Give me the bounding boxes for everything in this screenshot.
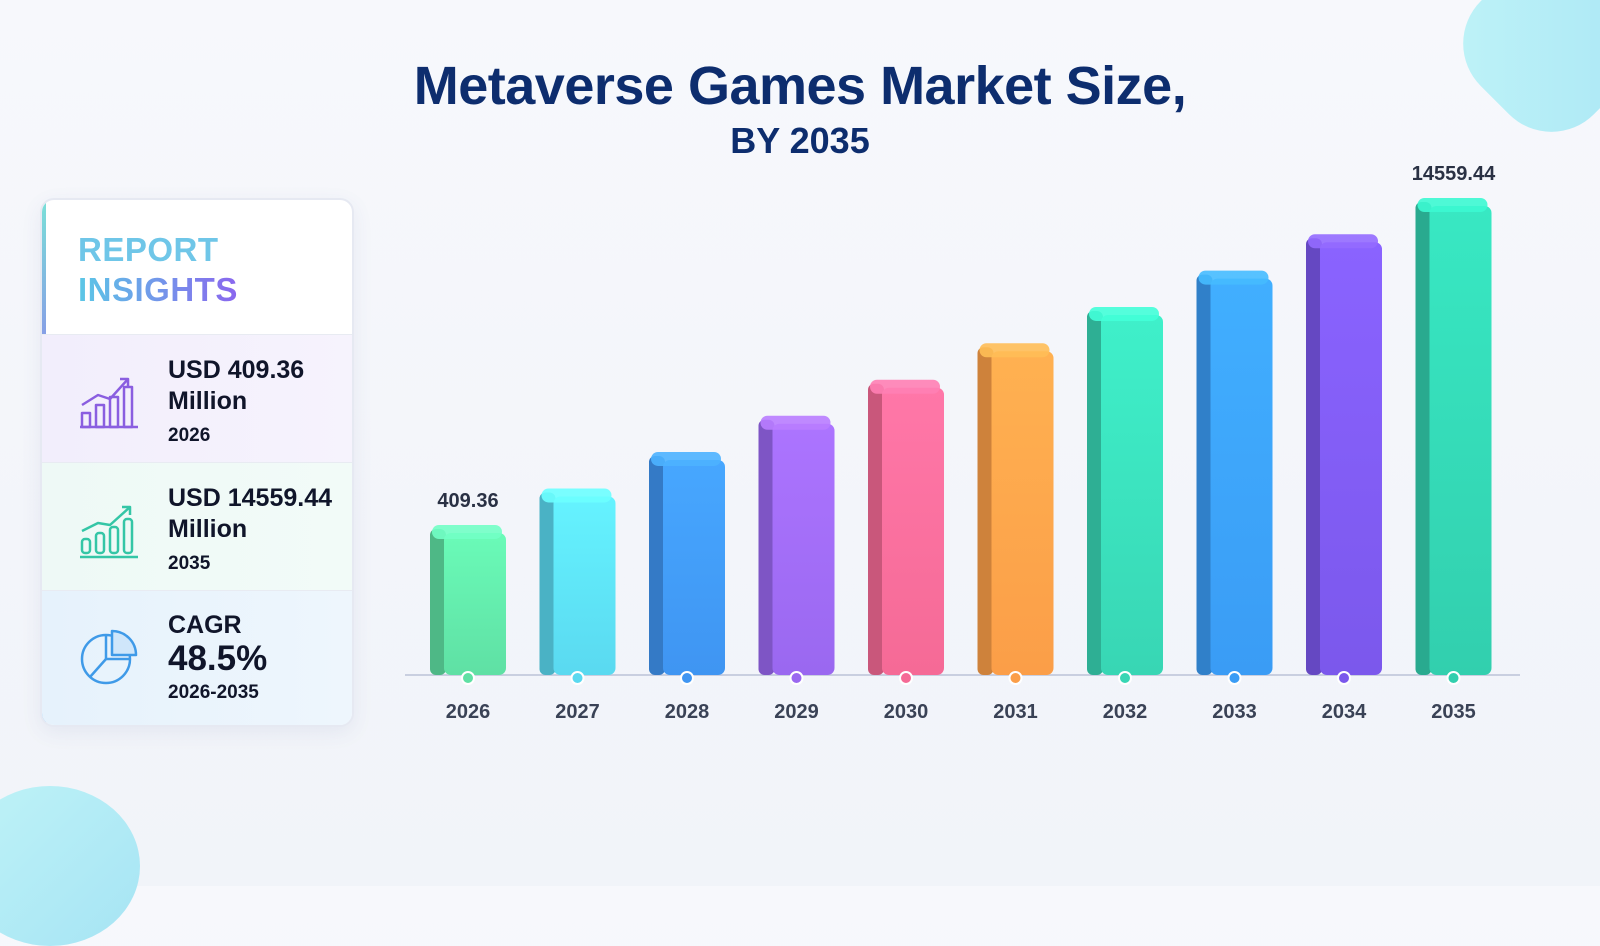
bar-face-2030 [882, 387, 944, 675]
axis-dot-2026 [461, 671, 475, 685]
axis-dot-2027 [570, 671, 585, 685]
heading-line-1: REPORT [78, 231, 219, 268]
stat-end-value: USD 14559.44 Million 2035 [42, 462, 352, 591]
bar-2031 [977, 343, 1054, 675]
bar-face-2028 [663, 459, 725, 675]
bar-top-2032 [1089, 306, 1159, 321]
decorative-blob-bottom-left [0, 786, 140, 946]
bar-2032 [1087, 306, 1163, 675]
x-tick-label: 2028 [665, 701, 710, 723]
bar-face-2035 [1429, 206, 1492, 675]
x-tick-label: 2032 [1103, 701, 1148, 723]
x-tick-label: 2027 [555, 701, 600, 723]
bar-top-2026 [432, 525, 502, 539]
axis-dot-2031 [1008, 671, 1023, 685]
bar-side-2034 [1306, 238, 1322, 675]
x-tick-label: 2030 [884, 701, 929, 723]
stat-start-year: 2026 [168, 425, 211, 446]
heading-line-2: INSIGHTS [78, 271, 238, 308]
stat-cagr: CAGR 48.5% 2026-2035 [42, 590, 352, 725]
stat-start-text: USD 409.36 Million 2026 [168, 355, 304, 447]
x-tick-label: 2034 [1322, 701, 1367, 723]
axis-dot-2030 [899, 671, 913, 685]
bar-side-2030 [868, 383, 884, 675]
bar-2030 [868, 379, 944, 675]
bar-2034 [1306, 234, 1382, 675]
bar-face-2032 [1101, 314, 1163, 675]
bar-face-2026 [444, 533, 506, 675]
bar-face-2031 [991, 351, 1054, 675]
report-insights-heading: REPORT INSIGHTS [78, 230, 238, 310]
bar-2026 [430, 525, 506, 675]
bar-face-2033 [1210, 278, 1273, 675]
bar-top-2031 [979, 343, 1050, 358]
pie-chart-icon [80, 629, 138, 685]
bar-side-2028 [649, 455, 665, 675]
x-tick-label: 2026 [446, 701, 491, 723]
stat-cagr-text: CAGR 48.5% 2026-2035 [168, 611, 267, 704]
chart-title: Metaverse Games Market Size, [413, 56, 1187, 116]
stat-end-amount: USD 14559.44 [168, 484, 333, 512]
bar-growth-icon [80, 377, 138, 429]
stat-end-year: 2035 [168, 553, 211, 574]
axis-dot-2029 [789, 671, 804, 685]
cagr-period: 2026-2035 [168, 682, 259, 703]
bar-top-2030 [870, 379, 940, 394]
bar-side-2032 [1087, 310, 1103, 675]
stat-start-unit: Million [168, 387, 248, 415]
stat-start-amount: USD 409.36 [168, 356, 305, 384]
bar-2027 [539, 488, 616, 675]
cagr-value: 48.5% [168, 639, 268, 678]
bar-side-2031 [977, 347, 994, 675]
cagr-label: CAGR [168, 611, 242, 639]
bar-face-2029 [772, 423, 835, 675]
axis-dot-2033 [1227, 671, 1242, 685]
axis-dot-2028 [680, 671, 694, 685]
chart-subtitle: BY 2035 [730, 120, 870, 161]
axis-dot-2034 [1337, 671, 1351, 685]
bar-side-2027 [539, 492, 556, 675]
x-tick-label: 2033 [1212, 701, 1257, 723]
bar-chart: 2026 409.36 2027 2028 2029 2030 2031 2032 2033 20… [405, 163, 1520, 723]
bar-top-2029 [760, 415, 831, 430]
bar-2028 [649, 451, 725, 675]
data-label: 14559.44 [1412, 163, 1496, 185]
x-tick-label: 2031 [993, 701, 1038, 723]
axis-dot-2032 [1118, 671, 1132, 685]
bar-side-2035 [1415, 202, 1432, 675]
stat-end-unit: Million [168, 515, 248, 543]
axis-dot-2035 [1446, 671, 1461, 685]
bar-2029 [758, 415, 835, 675]
bar-side-2026 [430, 529, 446, 675]
bar-side-2033 [1196, 274, 1213, 675]
bar-growth-icon [80, 505, 138, 559]
bar-top-2033 [1198, 270, 1269, 285]
bar-2035 [1415, 198, 1492, 675]
bar-face-2027 [553, 496, 616, 675]
x-tick-label: 2035 [1431, 701, 1476, 723]
bar-top-2035 [1417, 198, 1488, 212]
x-tick-label: 2029 [774, 701, 819, 723]
bar-side-2029 [758, 419, 775, 675]
stat-start-value: USD 409.36 Million 2026 [42, 334, 352, 463]
bar-2033 [1196, 270, 1273, 675]
stat-end-text: USD 14559.44 Million 2035 [168, 483, 332, 575]
bar-face-2034 [1320, 242, 1382, 675]
report-insights-panel: REPORT INSIGHTS USD 409.36 Million 2026 [40, 198, 354, 727]
bar-top-2027 [541, 488, 612, 503]
bar-top-2034 [1308, 234, 1378, 249]
bar-top-2028 [651, 451, 721, 466]
data-label: 409.36 [437, 490, 498, 512]
